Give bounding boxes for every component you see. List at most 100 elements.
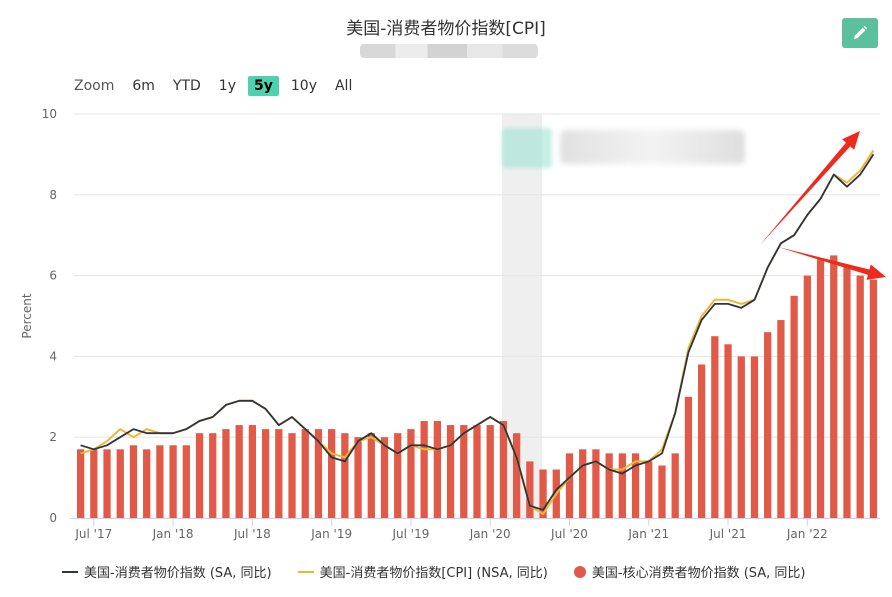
core-cpi-bar[interactable] — [261, 429, 270, 518]
x-tick-label: Jul '19 — [391, 527, 429, 541]
zoom-all-button[interactable]: All — [334, 78, 353, 94]
blurred-subtitle — [360, 44, 538, 58]
x-tick-label: Jan '19 — [310, 527, 352, 541]
core-cpi-bar[interactable] — [790, 295, 798, 518]
core-cpi-bar[interactable] — [830, 255, 838, 518]
core-cpi-bar[interactable] — [750, 356, 759, 518]
core-cpi-bar[interactable] — [195, 433, 204, 518]
legend-swatch-nsa — [297, 570, 314, 573]
y-tick-label: 4 — [49, 349, 57, 363]
core-cpi-bar[interactable] — [314, 429, 323, 518]
core-cpi-bar[interactable] — [275, 429, 283, 518]
legend-item-sa[interactable]: 美国-消费者物价指数 (SA, 同比) — [62, 562, 272, 581]
y-axis-label: Percent — [20, 293, 34, 338]
zoom-1y-button[interactable]: 1y — [218, 78, 236, 94]
core-cpi-bar[interactable] — [76, 449, 85, 518]
core-cpi-bar[interactable] — [539, 469, 547, 518]
x-tick-label: Jul '21 — [709, 527, 747, 541]
core-cpi-bar[interactable] — [737, 356, 745, 518]
core-cpi-bar[interactable] — [116, 449, 124, 518]
pencil-icon — [854, 25, 868, 39]
core-cpi-bar[interactable] — [354, 437, 362, 518]
core-cpi-bar[interactable] — [724, 344, 732, 518]
x-tick-label: Jan '22 — [786, 527, 828, 541]
core-cpi-bar[interactable] — [446, 425, 455, 518]
x-tick-label: Jul '18 — [233, 527, 271, 541]
core-cpi-bar[interactable] — [711, 336, 719, 518]
core-cpi-bar[interactable] — [129, 445, 138, 518]
core-cpi-bar[interactable] — [460, 425, 468, 518]
chart-legend: 美国-消费者物价指数 (SA, 同比) 美国-消费者物价指数[CPI] (NSA… — [62, 562, 832, 581]
core-cpi-bar[interactable] — [90, 449, 98, 518]
zoom-6m-button[interactable]: 6m — [132, 78, 155, 94]
core-cpi-bar[interactable] — [764, 332, 772, 518]
legend-item-core[interactable]: 美国-核心消费者物价指数 (SA, 同比) — [573, 562, 806, 581]
core-cpi-bar[interactable] — [671, 453, 679, 518]
zoom-controls: Zoom 6m YTD 1y 5y 10y All — [74, 76, 364, 96]
core-cpi-bar[interactable] — [301, 429, 309, 518]
x-tick-label: Jul '20 — [550, 527, 588, 541]
core-cpi-bar[interactable] — [367, 433, 375, 518]
x-tick-label: Jul '17 — [74, 527, 112, 541]
core-cpi-bar[interactable] — [592, 449, 600, 518]
core-cpi-bar[interactable] — [684, 396, 693, 518]
watermark-band — [502, 114, 542, 520]
core-cpi-bar[interactable] — [341, 433, 349, 518]
core-cpi-bar[interactable] — [856, 275, 864, 518]
edit-button[interactable] — [842, 18, 878, 48]
x-tick-label: Jan '20 — [469, 527, 511, 541]
core-cpi-bar[interactable] — [288, 433, 296, 518]
core-cpi-bar[interactable] — [658, 465, 666, 518]
y-tick-label: 0 — [49, 511, 57, 525]
core-cpi-bar[interactable] — [499, 421, 508, 518]
core-cpi-bar[interactable] — [843, 267, 851, 518]
core-cpi-bar[interactable] — [156, 445, 164, 518]
y-tick-label: 6 — [49, 269, 57, 283]
core-cpi-bar[interactable] — [803, 275, 811, 518]
core-cpi-bar[interactable] — [103, 449, 111, 518]
y-tick-label: 10 — [42, 107, 57, 121]
core-cpi-bar[interactable] — [486, 425, 494, 518]
annotation-arrow-up — [760, 131, 860, 245]
zoom-ytd-button[interactable]: YTD — [172, 78, 201, 94]
legend-item-nsa[interactable]: 美国-消费者物价指数[CPI] (NSA, 同比) — [297, 562, 548, 581]
core-cpi-bar[interactable] — [433, 421, 441, 518]
legend-swatch-sa — [62, 570, 78, 573]
core-cpi-bar[interactable] — [420, 421, 428, 518]
core-cpi-bar[interactable] — [565, 453, 574, 518]
core-cpi-bar[interactable] — [407, 429, 415, 518]
core-cpi-bar[interactable] — [328, 429, 336, 518]
core-cpi-bar[interactable] — [473, 425, 481, 518]
watermark-text — [560, 130, 745, 164]
core-cpi-bar[interactable] — [235, 425, 243, 518]
core-cpi-bar[interactable] — [169, 445, 177, 518]
core-cpi-bar[interactable] — [869, 279, 878, 518]
core-cpi-bar[interactable] — [618, 453, 626, 518]
sa-cpi-line[interactable] — [80, 153, 875, 511]
core-cpi-bar[interactable] — [697, 364, 706, 518]
core-cpi-bar[interactable] — [209, 433, 217, 518]
core-cpi-bar[interactable] — [222, 429, 230, 518]
zoom-10y-button[interactable]: 10y — [290, 78, 317, 94]
core-cpi-bar[interactable] — [579, 449, 587, 518]
core-cpi-bar[interactable] — [526, 461, 534, 518]
chart-title: 美国-消费者物价指数[CPI] — [346, 19, 546, 39]
core-cpi-bar[interactable] — [248, 425, 257, 518]
zoom-5y-button[interactable]: 5y — [248, 76, 279, 96]
watermark-logo — [502, 128, 552, 168]
core-cpi-bar[interactable] — [182, 445, 190, 518]
core-cpi-bar[interactable] — [513, 433, 521, 518]
core-cpi-bar[interactable] — [816, 259, 825, 518]
legend-swatch-core — [573, 565, 586, 578]
core-cpi-bar[interactable] — [380, 437, 389, 518]
core-cpi-bar[interactable] — [645, 461, 653, 518]
legend-label-nsa: 美国-消费者物价指数[CPI] (NSA, 同比) — [319, 566, 548, 581]
core-cpi-bar[interactable] — [631, 453, 640, 518]
annotation-arrow-right — [778, 247, 886, 280]
core-cpi-bar[interactable] — [605, 453, 613, 518]
core-cpi-bar[interactable] — [394, 433, 402, 518]
core-cpi-bar[interactable] — [777, 320, 785, 518]
legend-label-sa: 美国-消费者物价指数 (SA, 同比) — [84, 566, 272, 581]
core-cpi-bar[interactable] — [143, 449, 151, 518]
